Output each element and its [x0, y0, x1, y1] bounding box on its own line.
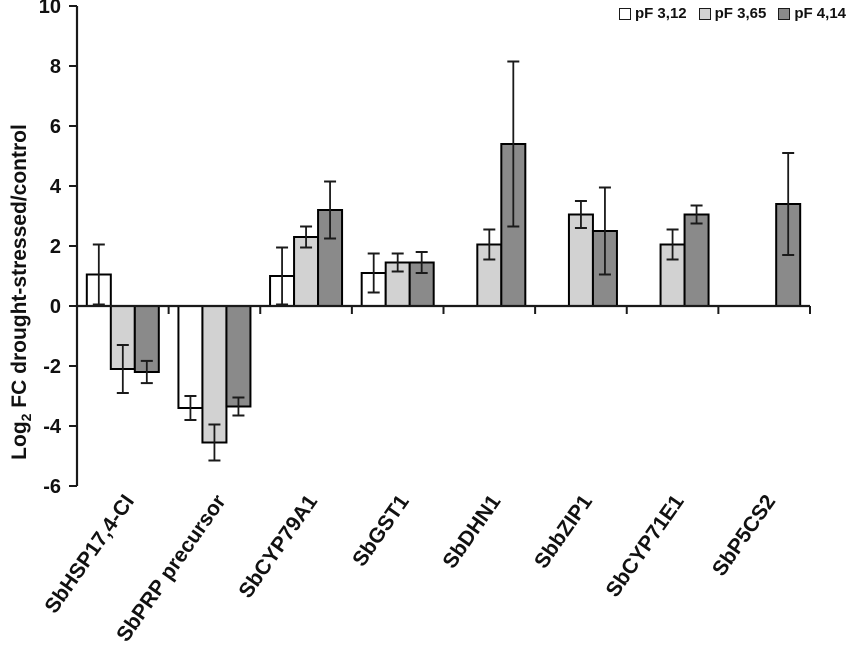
legend-item-pf-3-65: pF 3,65 [698, 5, 767, 22]
x-category-label: SbbZIP1 [530, 490, 597, 572]
legend-item-pf-4-14: pF 4,14 [778, 5, 846, 22]
y-tick-label: -2 [43, 356, 61, 378]
x-category-label: SbCYP79A1 [234, 490, 322, 602]
y-tick-label: 4 [50, 176, 62, 198]
bar-pF-4-14-SbPRP-precursor [225, 305, 252, 408]
legend-label: pF 3,65 [714, 5, 767, 22]
legend-label: pF 4,14 [794, 5, 846, 22]
x-category-label: SbCYP71E1 [602, 490, 689, 601]
legend-label: pF 3,12 [634, 5, 687, 22]
legend-marker-pf-4-14-icon [778, 7, 791, 20]
chart-legend: pF 3,12 pF 3,65 pF 4,14 [618, 5, 846, 22]
y-tick-label: 2 [50, 236, 61, 258]
legend-marker-pf-3-12-icon [618, 7, 631, 20]
x-category-label: SbDHN1 [438, 490, 505, 572]
bar-pF-3-12-SbPRP-precursor [177, 305, 204, 409]
legend-marker-pf-3-65-icon [698, 7, 711, 20]
y-tick-label: 10 [39, 0, 61, 18]
bar-pF-4-14-SbCYP71E1 [683, 213, 710, 307]
y-tick-label: 0 [50, 296, 61, 318]
x-category-label: SbHSP17,4-CI [40, 491, 139, 618]
bar-pF-3-65-SbPRP-precursor [201, 305, 228, 444]
legend-item-pf-3-12: pF 3,12 [618, 5, 687, 22]
y-tick-label: -6 [43, 476, 61, 498]
y-tick-label: 6 [50, 116, 61, 138]
x-category-label: SbGST1 [348, 490, 414, 570]
y-tick-label: 8 [50, 56, 61, 78]
x-category-label: SbP5CS2 [708, 491, 780, 581]
y-tick-label: -4 [43, 416, 62, 438]
